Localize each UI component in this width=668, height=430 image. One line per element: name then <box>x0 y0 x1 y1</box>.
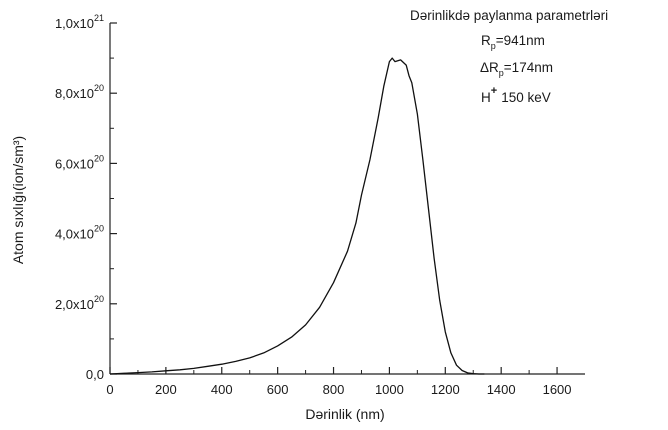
y-tick-label: 0,0 <box>86 367 104 382</box>
delta-rp-subscript: p <box>499 68 504 78</box>
x-tick-label: 1200 <box>431 382 460 397</box>
annotation-title: Dərinlikdə paylanma parametrləri <box>410 8 608 23</box>
annotation-ion: H+ 150 keV <box>481 85 551 105</box>
x-ticks: 0 200 400 600 800 1000 1200 1400 1600 <box>106 367 572 397</box>
annotation-rp: Rp=941nm <box>481 33 545 51</box>
parameters-annotation: Dərinlikdə paylanma parametrləri Rp=941n… <box>410 8 608 105</box>
ion-energy: 150 keV <box>501 90 551 105</box>
x-tick-label: 400 <box>211 382 233 397</box>
x-tick-label: 1600 <box>543 382 572 397</box>
y-tick-label: 4,0x1020 <box>55 224 104 242</box>
x-tick-label: 600 <box>267 382 289 397</box>
x-tick-label: 1400 <box>487 382 516 397</box>
annotation-delta-rp: ΔRp=174nm <box>480 60 553 78</box>
series-group <box>109 57 485 375</box>
delta-rp-symbol: ΔR <box>480 60 499 75</box>
y-tick-label: 1,0x1021 <box>55 13 104 31</box>
x-axis-label: Dərinlik (nm) <box>305 406 384 422</box>
ion-symbol: H <box>481 90 491 105</box>
rp-subscript: p <box>491 41 496 51</box>
x-tick-label: 1000 <box>375 382 404 397</box>
y-ticks: 0,0 2,0x1020 4,0x1020 6,0x1020 8,0x1020 1,0x1… <box>55 13 117 382</box>
axes <box>109 23 585 375</box>
series-line <box>109 57 485 375</box>
x-tick-label: 800 <box>323 382 345 397</box>
rp-value: =941nm <box>496 33 545 48</box>
rp-symbol: R <box>481 33 491 48</box>
x-tick-label: 0 <box>106 382 113 397</box>
y-axis-label: Atom sıxlığı(ion/sm³) <box>10 136 26 264</box>
ion-superscript: + <box>491 85 497 97</box>
y-tick-label: 6,0x1020 <box>55 153 104 171</box>
x-tick-label: 200 <box>155 382 177 397</box>
y-tick-label: 2,0x1020 <box>55 294 104 312</box>
delta-rp-value: =174nm <box>504 60 553 75</box>
y-tick-label: 8,0x1020 <box>55 83 104 101</box>
